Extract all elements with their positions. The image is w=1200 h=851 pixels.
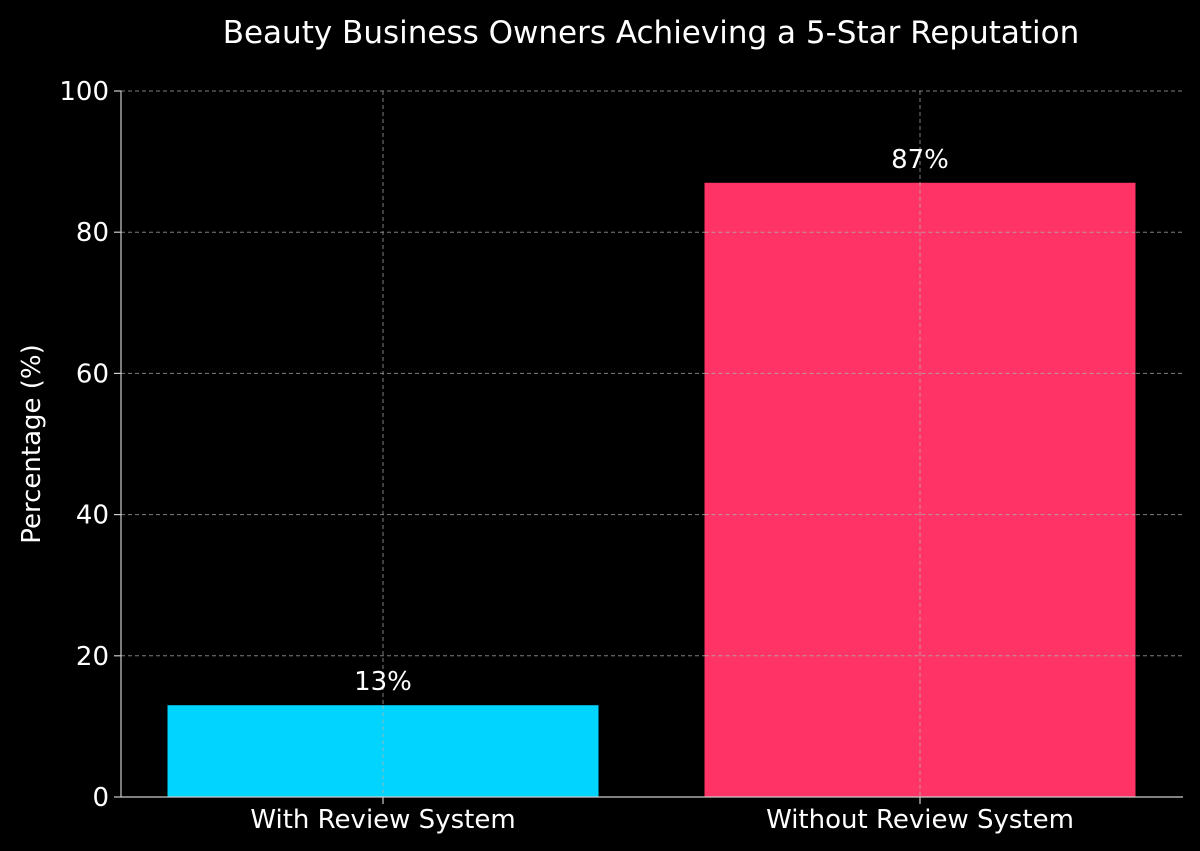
y-tick-label: 40 [76, 501, 109, 531]
y-tick-label: 20 [76, 642, 109, 672]
bar-value-label: 87% [891, 145, 949, 175]
axes-layer [114, 90, 1183, 804]
y-tick-label: 100 [59, 77, 109, 107]
x-tick-label: With Review System [250, 805, 515, 835]
labels-layer: 0 20 40 60 80 100 With Review System Without Re… [59, 77, 1074, 835]
y-tick-label: 0 [92, 783, 109, 813]
y-tick-label: 80 [76, 218, 109, 248]
y-axis-label: Percentage (%) [17, 344, 47, 544]
y-tick-label: 60 [76, 359, 109, 389]
chart-title: Beauty Business Owners Achieving a 5-Sta… [223, 15, 1080, 51]
bars-layer [167, 182, 1136, 797]
x-tick-label: Without Review System [766, 805, 1074, 835]
bar-value-label: 13% [354, 667, 412, 697]
